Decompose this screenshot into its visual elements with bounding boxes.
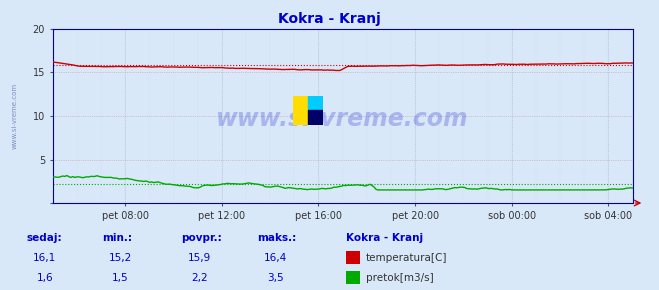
Text: 16,1: 16,1 <box>33 253 57 263</box>
Text: pretok[m3/s]: pretok[m3/s] <box>366 273 434 283</box>
Text: maks.:: maks.: <box>257 233 297 243</box>
Text: 2,2: 2,2 <box>191 273 208 283</box>
Text: 15,2: 15,2 <box>109 253 132 263</box>
Text: 16,4: 16,4 <box>264 253 287 263</box>
Text: 15,9: 15,9 <box>188 253 212 263</box>
Text: sedaj:: sedaj: <box>26 233 62 243</box>
Text: temperatura[C]: temperatura[C] <box>366 253 447 263</box>
Polygon shape <box>308 110 323 125</box>
Text: 3,5: 3,5 <box>267 273 284 283</box>
Polygon shape <box>308 96 323 110</box>
Polygon shape <box>293 96 308 125</box>
Text: www.si-vreme.com: www.si-vreme.com <box>216 108 469 131</box>
Text: Kokra - Kranj: Kokra - Kranj <box>278 12 381 26</box>
Text: 1,6: 1,6 <box>36 273 53 283</box>
Text: www.si-vreme.com: www.si-vreme.com <box>12 83 18 149</box>
Text: 1,5: 1,5 <box>112 273 129 283</box>
Text: povpr.:: povpr.: <box>181 233 222 243</box>
Text: Kokra - Kranj: Kokra - Kranj <box>346 233 423 243</box>
Text: min.:: min.: <box>102 233 132 243</box>
